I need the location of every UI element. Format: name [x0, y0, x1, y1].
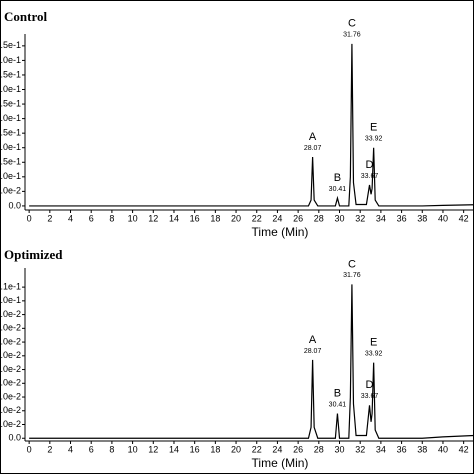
x-tick-label: 36: [397, 444, 407, 454]
x-tick-label: 12: [148, 213, 158, 223]
y-tick-label: 2.0e-2: [0, 405, 21, 415]
x-tick-label: 32: [355, 213, 365, 223]
x-tick-label: 30: [334, 213, 344, 223]
panel-title: Optimized: [4, 247, 63, 262]
peak-time: 30.41: [329, 401, 347, 408]
peak-letter: B: [334, 387, 341, 399]
x-tick-label: 8: [109, 213, 114, 223]
x-tick-label: 34: [376, 213, 386, 223]
chromatogram-line: [29, 284, 474, 439]
x-tick-label: 22: [252, 213, 262, 223]
x-axis-label: Time (Min): [252, 456, 309, 470]
x-tick-label: 4: [68, 213, 73, 223]
x-tick-label: 20: [231, 213, 241, 223]
y-tick-label: 0.0: [8, 433, 21, 443]
x-tick-label: 42: [459, 213, 469, 223]
y-tick-label: 3.0e-1: [0, 113, 21, 123]
y-tick-label: 1.1e-1: [0, 281, 21, 291]
x-tick-label: 36: [397, 213, 407, 223]
y-tick-label: 3.5e-1: [0, 98, 21, 108]
x-axis-label: Time (Min): [252, 225, 309, 239]
peak-letter: D: [366, 379, 374, 391]
y-tick-label: 5.0e-2: [0, 364, 21, 374]
y-tick-label: 4.0e-1: [0, 84, 21, 94]
y-tick-label: 0.0: [8, 200, 21, 210]
x-tick-label: 8: [109, 444, 114, 454]
x-tick-label: 26: [293, 444, 303, 454]
peak-letter: D: [366, 159, 374, 171]
x-tick-label: 18: [210, 444, 220, 454]
x-tick-label: 6: [89, 213, 94, 223]
x-tick-label: 2: [47, 213, 52, 223]
x-tick-label: 20: [231, 444, 241, 454]
peak-letter: C: [348, 18, 356, 30]
peak-time: 33.67: [361, 393, 379, 400]
x-tick-label: 38: [417, 213, 427, 223]
y-tick-label: 7.0e-2: [0, 336, 21, 346]
x-tick-label: 2: [47, 444, 52, 454]
x-tick-label: 40: [438, 213, 448, 223]
peak-time: 33.92: [365, 351, 383, 358]
x-tick-label: 42: [459, 444, 469, 454]
y-tick-label: 5.5e-1: [0, 40, 21, 50]
y-tick-label: 2.0e-1: [0, 142, 21, 152]
x-tick-label: 40: [438, 444, 448, 454]
x-tick-label: 6: [89, 444, 94, 454]
peak-letter: C: [348, 258, 356, 270]
x-tick-label: 10: [128, 213, 138, 223]
y-tick-label: 1.0e-1: [0, 295, 21, 305]
x-tick-label: 28: [314, 444, 324, 454]
x-tick-label: 0: [27, 444, 32, 454]
panel-title: Control: [4, 9, 47, 24]
y-tick-label: 2.5e-1: [0, 128, 21, 138]
peak-letter: E: [370, 337, 377, 349]
peak-time: 33.92: [365, 136, 383, 143]
y-tick-label: 5.0e-2: [0, 186, 21, 196]
x-tick-label: 38: [417, 444, 427, 454]
x-tick-label: 12: [148, 444, 158, 454]
peak-letter: B: [334, 172, 341, 184]
x-tick-label: 30: [334, 444, 344, 454]
y-tick-label: 5.0e-1: [0, 55, 21, 65]
x-tick-label: 4: [68, 444, 73, 454]
x-tick-label: 26: [293, 213, 303, 223]
x-tick-label: 14: [169, 213, 179, 223]
y-tick-label: 8.0e-2: [0, 323, 21, 333]
peak-time: 33.67: [361, 173, 379, 180]
y-tick-label: 4.0e-2: [0, 378, 21, 388]
y-tick-label: 1.5e-1: [0, 157, 21, 167]
y-tick-label: 1.0e-1: [0, 171, 21, 181]
peak-letter: E: [370, 122, 377, 134]
peak-time: 31.76: [343, 272, 361, 279]
x-tick-label: 0: [27, 213, 32, 223]
peak-time: 31.76: [343, 32, 361, 39]
x-tick-label: 32: [355, 444, 365, 454]
peak-letter: A: [309, 334, 317, 346]
peak-time: 30.41: [329, 186, 347, 193]
peak-time: 28.07: [304, 348, 322, 355]
x-tick-label: 24: [272, 444, 282, 454]
x-tick-label: 22: [252, 444, 262, 454]
y-tick-label: 3.0e-2: [0, 391, 21, 401]
x-tick-label: 34: [376, 444, 386, 454]
x-tick-label: 16: [190, 213, 200, 223]
y-tick-label: 4.5e-1: [0, 69, 21, 79]
y-tick-label: 9.0e-2: [0, 309, 21, 319]
x-tick-label: 14: [169, 444, 179, 454]
x-tick-label: 28: [314, 213, 324, 223]
y-tick-label: 6.0e-2: [0, 350, 21, 360]
x-tick-label: 18: [210, 213, 220, 223]
x-tick-label: 16: [190, 444, 200, 454]
chromatogram-line: [29, 43, 474, 207]
x-tick-label: 24: [272, 213, 282, 223]
x-tick-label: 10: [128, 444, 138, 454]
peak-time: 28.07: [304, 145, 322, 152]
peak-letter: A: [309, 131, 317, 143]
y-tick-label: 1.0e-2: [0, 419, 21, 429]
